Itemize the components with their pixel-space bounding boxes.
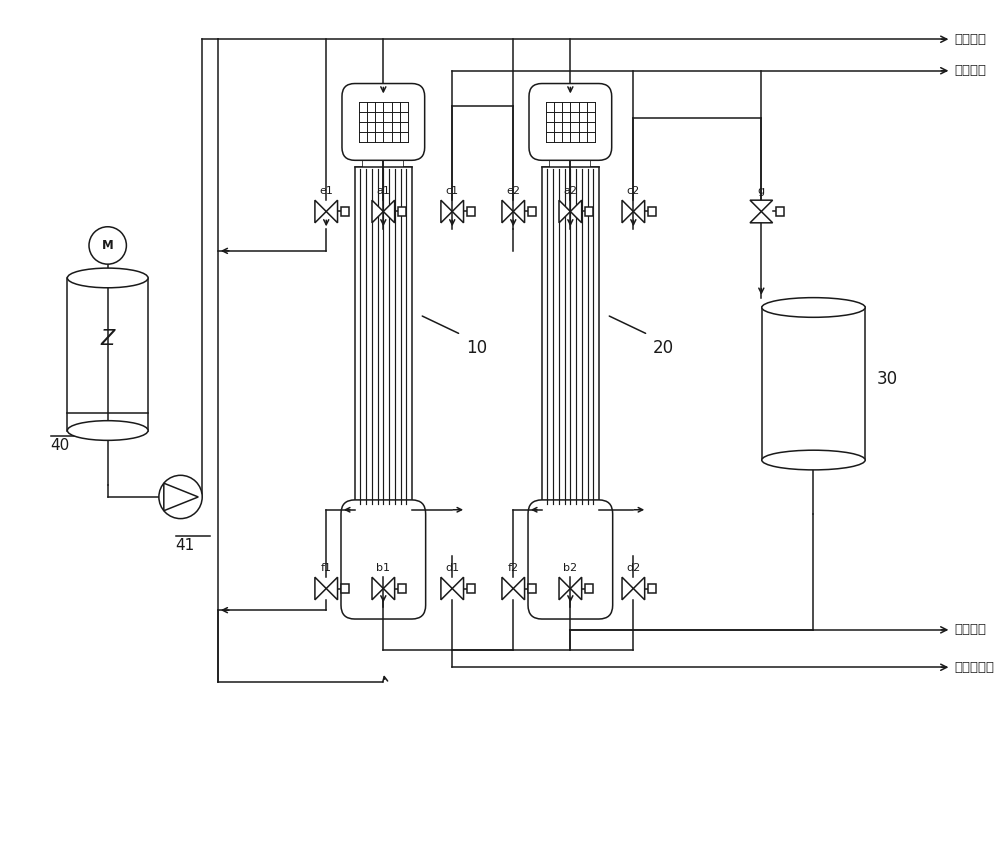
FancyBboxPatch shape — [398, 207, 406, 216]
Polygon shape — [750, 211, 773, 223]
FancyBboxPatch shape — [648, 584, 656, 593]
Text: c2: c2 — [627, 186, 640, 196]
Ellipse shape — [67, 420, 148, 440]
Polygon shape — [452, 200, 464, 223]
Polygon shape — [513, 200, 525, 223]
FancyBboxPatch shape — [342, 84, 425, 161]
Polygon shape — [570, 200, 582, 223]
Text: d2: d2 — [626, 564, 640, 573]
FancyBboxPatch shape — [398, 584, 406, 593]
FancyBboxPatch shape — [776, 207, 784, 216]
Text: 41: 41 — [176, 539, 195, 553]
FancyBboxPatch shape — [341, 207, 349, 216]
Text: 30: 30 — [877, 370, 898, 387]
FancyBboxPatch shape — [341, 500, 426, 619]
FancyBboxPatch shape — [467, 584, 475, 593]
Ellipse shape — [67, 268, 148, 287]
Polygon shape — [326, 577, 338, 600]
Text: a1: a1 — [376, 186, 390, 196]
Polygon shape — [441, 577, 452, 600]
Polygon shape — [502, 577, 513, 600]
Polygon shape — [633, 200, 645, 223]
Text: 过滤清液: 过滤清液 — [954, 64, 986, 77]
Text: M: M — [102, 239, 114, 252]
Text: 循环进料: 循环进料 — [954, 33, 986, 46]
Polygon shape — [570, 577, 582, 600]
FancyBboxPatch shape — [529, 84, 612, 161]
Polygon shape — [559, 200, 570, 223]
Text: 10: 10 — [466, 339, 487, 357]
FancyBboxPatch shape — [341, 584, 349, 593]
Polygon shape — [372, 200, 383, 223]
Polygon shape — [452, 577, 464, 600]
Polygon shape — [164, 483, 198, 511]
Text: d1: d1 — [445, 564, 459, 573]
Text: g: g — [758, 186, 765, 196]
Polygon shape — [315, 577, 326, 600]
Polygon shape — [502, 200, 513, 223]
Ellipse shape — [762, 450, 865, 469]
Polygon shape — [513, 577, 525, 600]
Polygon shape — [315, 200, 326, 223]
Polygon shape — [633, 577, 645, 600]
FancyBboxPatch shape — [585, 584, 593, 593]
Circle shape — [89, 227, 126, 264]
FancyBboxPatch shape — [67, 278, 148, 431]
FancyBboxPatch shape — [528, 584, 536, 593]
FancyBboxPatch shape — [528, 500, 613, 619]
Text: 再生液放净: 再生液放净 — [954, 661, 994, 674]
Polygon shape — [559, 577, 570, 600]
Text: e1: e1 — [319, 186, 333, 196]
FancyBboxPatch shape — [363, 160, 403, 167]
Text: b2: b2 — [563, 564, 577, 573]
Text: a2: a2 — [563, 186, 577, 196]
FancyBboxPatch shape — [648, 207, 656, 216]
Polygon shape — [441, 200, 452, 223]
Circle shape — [159, 476, 202, 519]
Text: 20: 20 — [653, 339, 674, 357]
Text: e2: e2 — [506, 186, 520, 196]
Polygon shape — [622, 577, 633, 600]
Text: f2: f2 — [508, 564, 519, 573]
Ellipse shape — [762, 298, 865, 318]
FancyBboxPatch shape — [355, 167, 412, 506]
Polygon shape — [383, 577, 395, 600]
FancyBboxPatch shape — [550, 160, 590, 167]
Polygon shape — [326, 200, 338, 223]
Text: b1: b1 — [376, 564, 390, 573]
Polygon shape — [750, 200, 773, 211]
Polygon shape — [372, 577, 383, 600]
FancyBboxPatch shape — [542, 167, 599, 506]
Text: 循环出料: 循环出料 — [954, 623, 986, 636]
Text: f1: f1 — [321, 564, 332, 573]
Text: 40: 40 — [51, 438, 70, 453]
FancyBboxPatch shape — [467, 207, 475, 216]
Polygon shape — [383, 200, 395, 223]
Text: Z: Z — [101, 330, 115, 350]
FancyBboxPatch shape — [528, 207, 536, 216]
Text: c1: c1 — [446, 186, 459, 196]
FancyBboxPatch shape — [762, 307, 865, 460]
FancyBboxPatch shape — [585, 207, 593, 216]
Polygon shape — [622, 200, 633, 223]
